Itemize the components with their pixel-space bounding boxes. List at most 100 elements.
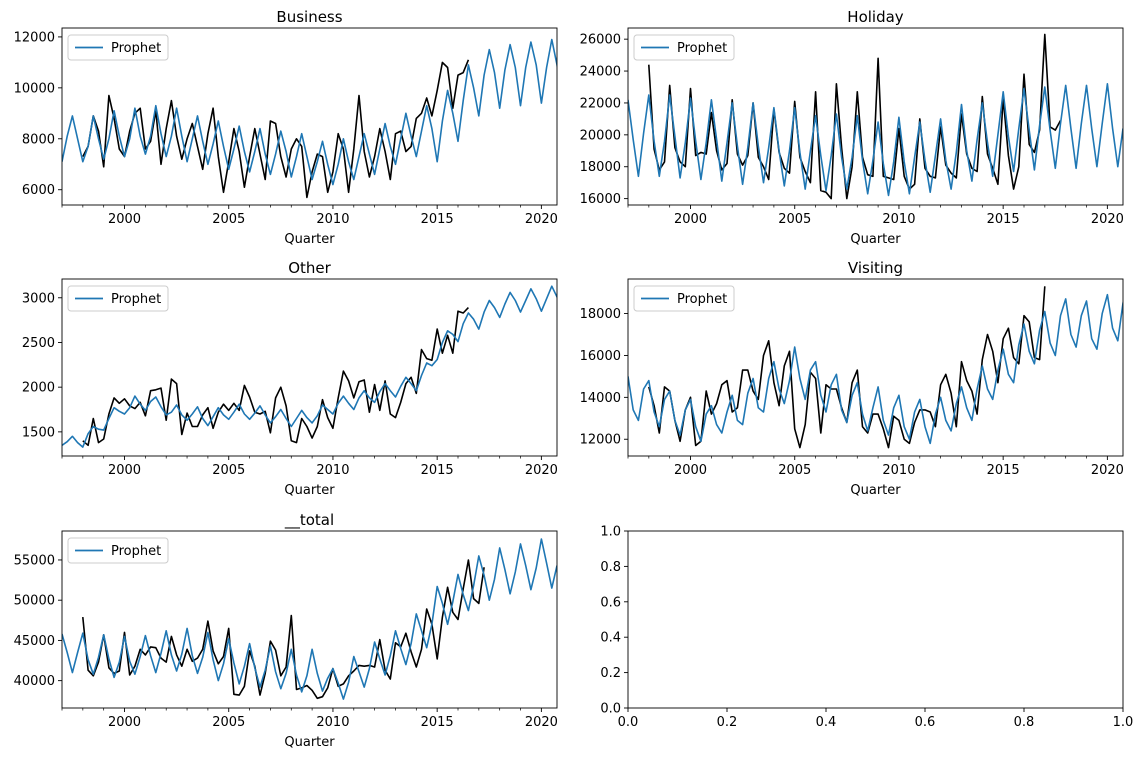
axes-frame (61, 278, 558, 457)
y-tick-label: 0.0 (600, 702, 621, 717)
x-tick-label: 0.8 (1014, 715, 1035, 730)
x-tick-label: 2000 (674, 463, 707, 478)
y-tick-label: 8000 (22, 132, 55, 147)
legend: Prophet (633, 285, 735, 312)
x-tick-label: 2000 (674, 212, 707, 227)
x-tick-label: 2015 (987, 212, 1020, 227)
x-tick-label: 2005 (778, 212, 811, 227)
subplot-0: 6000 8000 10000 12000 2000 2005 2010 2015 2020 Bu… (14, 8, 558, 247)
x-tick-label: 1.0 (1113, 715, 1134, 730)
x-axis-label: Quarter (284, 232, 335, 247)
x-tick-label: 2000 (108, 463, 141, 478)
legend: Prophet (67, 285, 169, 312)
legend-box (633, 34, 735, 61)
y-tick-label: 0.2 (600, 666, 621, 681)
x-tick-label: 2020 (525, 212, 558, 227)
y-tick-label: 0.6 (600, 595, 621, 610)
legend-box (633, 285, 735, 312)
x-tick-label: 2000 (108, 715, 141, 730)
legend-box (67, 537, 169, 564)
x-tick-label: 2010 (316, 212, 349, 227)
y-tick-label: 0.8 (600, 560, 621, 575)
legend-box (67, 34, 169, 61)
y-tick-label: 1.0 (600, 525, 621, 540)
legend-label: Prophet (677, 292, 727, 307)
legend-label: Prophet (111, 41, 161, 56)
subplot-5: 0.0 0.2 0.4 0.6 0.8 1.0 0.0 0.2 0.4 0.6 0.8 1.0 (600, 525, 1133, 731)
legend-label: Prophet (677, 41, 727, 56)
y-tick-label: 22000 (580, 96, 621, 111)
x-tick-label: 2005 (212, 212, 245, 227)
axes-frame (627, 278, 1124, 457)
legend-label: Prophet (111, 544, 161, 559)
y-tick-label: 55000 (14, 553, 55, 568)
y-tick-label: 18000 (580, 160, 621, 175)
subplot-title: Visiting (848, 259, 903, 277)
x-tick-label: 2010 (882, 212, 915, 227)
subplot-4: 40000 45000 50000 55000 2000 2005 2010 2015 2020… (14, 511, 558, 750)
x-tick-label: 2015 (987, 463, 1020, 478)
x-tick-label: 2010 (316, 463, 349, 478)
axes-frame (61, 27, 558, 206)
legend: Prophet (67, 34, 169, 61)
y-tick-label: 16000 (580, 349, 621, 364)
axes-frame (627, 530, 1124, 709)
subplot-title: Other (288, 259, 331, 277)
y-tick-label: 16000 (580, 192, 621, 207)
y-tick-label: 50000 (14, 594, 55, 609)
x-tick-label: 2020 (1091, 212, 1124, 227)
series-line-prophet (628, 293, 1123, 445)
legend-label: Prophet (111, 292, 161, 307)
subplot-title: Business (276, 8, 342, 26)
y-tick-label: 24000 (580, 65, 621, 80)
axes-frame (61, 530, 558, 709)
series-line-prophet (62, 38, 557, 186)
y-tick-label: 20000 (580, 128, 621, 143)
series-line-actual (82, 307, 469, 447)
subplot-2: 1500 2000 2500 3000 2000 2005 2010 2015 2020 Othe… (22, 259, 558, 498)
series-line-prophet (62, 538, 557, 700)
series-line-prophet (628, 83, 1123, 197)
legend: Prophet (633, 34, 735, 61)
y-tick-label: 6000 (22, 183, 55, 198)
x-axis-label: Quarter (284, 735, 335, 750)
y-tick-label: 12000 (580, 433, 621, 448)
x-tick-label: 2005 (212, 463, 245, 478)
x-tick-label: 2010 (882, 463, 915, 478)
x-tick-label: 2015 (421, 715, 454, 730)
x-axis-label: Quarter (850, 483, 901, 498)
x-tick-label: 0.6 (915, 715, 936, 730)
y-tick-label: 0.4 (600, 631, 621, 646)
x-tick-label: 0.0 (618, 715, 639, 730)
x-tick-label: 0.4 (816, 715, 837, 730)
subplot-title: Holiday (847, 8, 904, 26)
x-axis-label: Quarter (850, 232, 901, 247)
y-tick-label: 18000 (580, 307, 621, 322)
y-tick-label: 3000 (22, 291, 55, 306)
subplot-1: 16000 18000 20000 22000 24000 26000 2000 2005 20… (580, 8, 1124, 247)
subplot-title: __total (284, 511, 334, 530)
x-tick-label: 2020 (525, 715, 558, 730)
y-tick-label: 12000 (14, 30, 55, 45)
x-tick-label: 2015 (421, 463, 454, 478)
subplot-3: 12000 14000 16000 18000 2000 2005 2010 2015 2020… (580, 259, 1124, 498)
x-tick-label: 2000 (108, 212, 141, 227)
y-tick-label: 26000 (580, 33, 621, 48)
x-tick-label: 2010 (316, 715, 349, 730)
series-line-actual (82, 59, 470, 199)
y-tick-label: 45000 (14, 634, 55, 649)
y-tick-label: 1500 (22, 425, 55, 440)
y-tick-label: 2000 (22, 381, 55, 396)
x-tick-label: 2020 (525, 463, 558, 478)
x-axis-label: Quarter (284, 483, 335, 498)
y-tick-label: 2500 (22, 336, 55, 351)
legend: Prophet (67, 537, 169, 564)
axes-frame (627, 27, 1124, 206)
x-tick-label: 2015 (421, 212, 454, 227)
y-tick-label: 14000 (580, 391, 621, 406)
y-tick-label: 10000 (14, 81, 55, 96)
x-tick-label: 2020 (1091, 463, 1124, 478)
x-tick-label: 2005 (778, 463, 811, 478)
y-tick-label: 40000 (14, 674, 55, 689)
